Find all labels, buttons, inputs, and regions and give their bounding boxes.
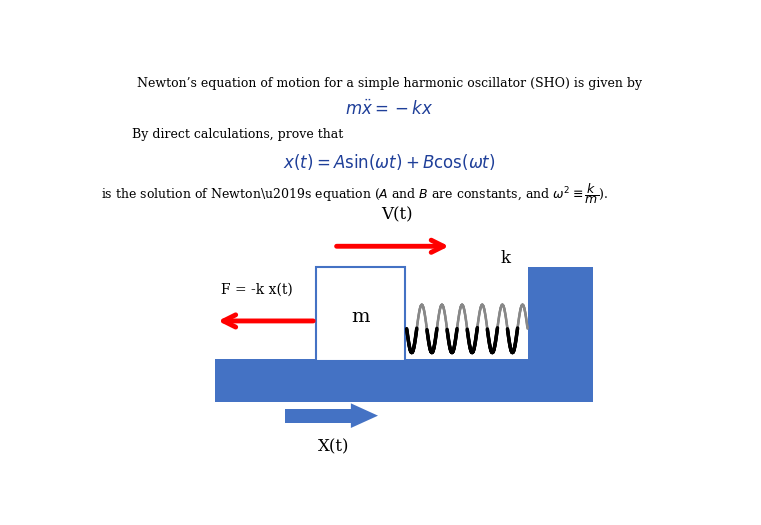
Bar xyxy=(285,409,351,423)
Bar xyxy=(316,267,405,361)
Text: m: m xyxy=(351,308,369,326)
Bar xyxy=(527,267,594,360)
Text: is the solution of Newton\u2019s equation ($A$ and $B$ are constants, and $\omeg: is the solution of Newton\u2019s equatio… xyxy=(101,181,609,206)
Bar xyxy=(215,360,593,402)
Text: By direct calculations, prove that: By direct calculations, prove that xyxy=(132,129,342,141)
Text: $m\ddot{x} = -kx$: $m\ddot{x} = -kx$ xyxy=(345,100,434,119)
Polygon shape xyxy=(351,403,378,428)
Text: V(t): V(t) xyxy=(381,206,413,223)
Text: k: k xyxy=(501,250,511,267)
Text: F = -k x(t): F = -k x(t) xyxy=(221,282,292,296)
Text: X(t): X(t) xyxy=(318,439,349,456)
Text: Newton’s equation of motion for a simple harmonic oscillator (SHO) is given by: Newton’s equation of motion for a simple… xyxy=(137,77,642,90)
Text: $x(t) = A\sin(\omega t) + B\cos(\omega t)$: $x(t) = A\sin(\omega t) + B\cos(\omega t… xyxy=(283,152,496,172)
